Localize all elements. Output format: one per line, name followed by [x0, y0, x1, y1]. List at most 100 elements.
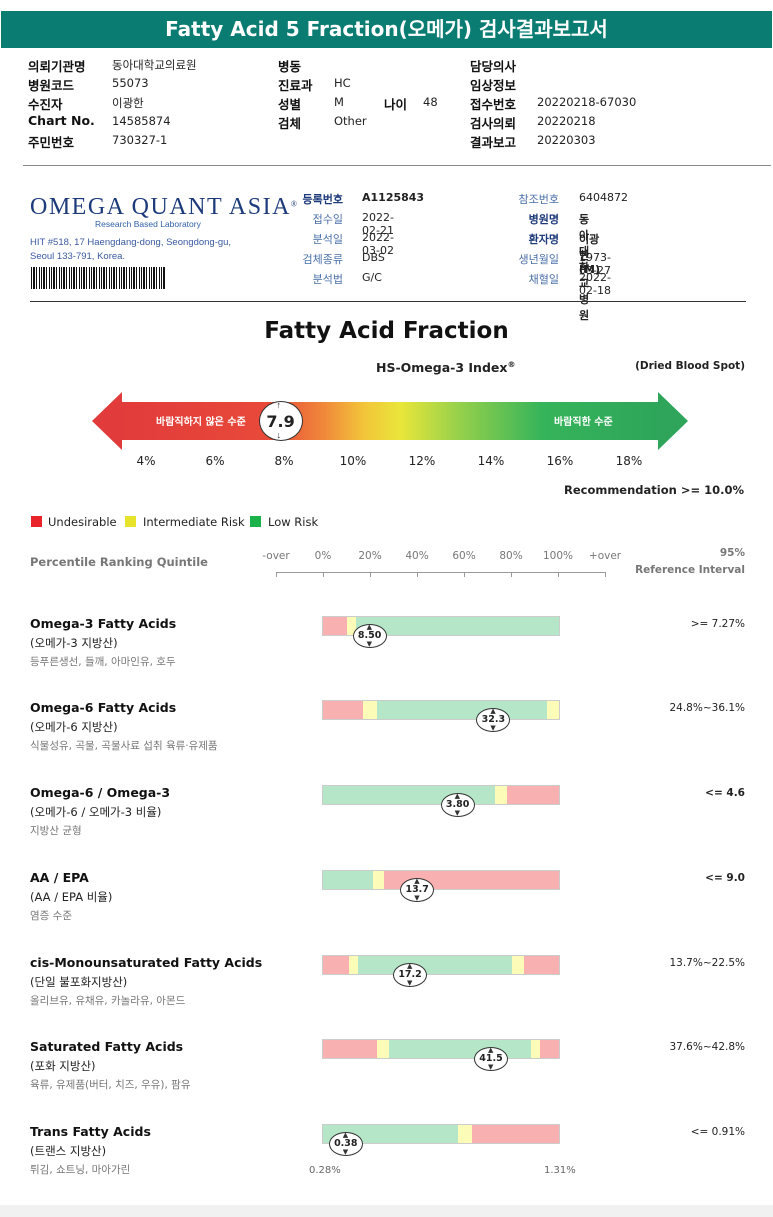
- marker-down-arrow-icon: ▼: [366, 640, 372, 648]
- percentile-tick-mark: [464, 572, 465, 577]
- result-value-marker: 0.38: [328, 1132, 363, 1156]
- marker-down-arrow-icon: ▼: [342, 1148, 349, 1156]
- hs-omega3-title-text: HS-Omega-3 Index: [376, 360, 508, 376]
- trans-min-label: 0.28%: [309, 1165, 341, 1176]
- header-label: 수진자: [28, 97, 63, 112]
- fatty-acid-row: Saturated Fatty Acids (포화 지방산) 육류, 유제품(버터,…: [0, 1039, 773, 1119]
- info-label: 검체종류: [302, 253, 343, 266]
- score-up-arrow-icon: ↑: [276, 400, 282, 410]
- gauge-scale: 4% 6% 8% 10% 12% 14% 16% 18%: [0, 454, 773, 470]
- percentile-bar: [322, 955, 560, 975]
- fatty-acid-sources: 튀김, 쇼트닝, 마아가린: [30, 1164, 131, 1176]
- score-down-arrow-icon: ↓: [276, 430, 282, 440]
- info-label: 접수일: [312, 213, 343, 226]
- header-divider: [23, 165, 771, 166]
- info-value: 1973-03-27: [579, 251, 611, 277]
- header-label: 주민번호: [28, 135, 75, 150]
- percentile-label: Percentile Ranking Quintile: [30, 555, 208, 569]
- result-value-marker: 17.2: [393, 963, 428, 987]
- fatty-acid-row: Omega-6 / Omega-3 (오메가-6 / 오메가-3 비율) 지방산 균…: [0, 785, 773, 865]
- marker-up-arrow-icon: ▲: [366, 623, 372, 631]
- percentile-ticks: -over 0% 20% 40% 60% 80% 100% +over: [0, 550, 773, 580]
- header-value: 20220218: [537, 114, 596, 128]
- percentile-bar: [322, 700, 560, 720]
- info-value: 2022-02-18: [579, 271, 611, 297]
- bar-segment-red: [540, 1040, 559, 1058]
- legend-swatch: [125, 516, 136, 527]
- lab-address-line1: HIT #518, 17 Haengdang-dong, Seongdong-g…: [30, 237, 232, 248]
- fatty-acid-sources: 염증 수준: [30, 910, 72, 922]
- header-value: 20220303: [537, 133, 596, 147]
- header-value: 동아대학교의료원: [112, 58, 197, 72]
- percentile-axis: [276, 572, 606, 577]
- header-value: 730327-1: [112, 133, 168, 147]
- header-label: 담당의사: [470, 59, 517, 74]
- info-label: 생년월일: [518, 253, 559, 266]
- bar-segment-yellow: [363, 701, 378, 719]
- footer-band: [0, 1205, 773, 1217]
- gauge-tick-label: 14%: [477, 454, 505, 468]
- main-title: Fatty Acid Fraction: [264, 318, 509, 344]
- fatty-acid-subname: (오메가-3 지방산): [30, 636, 118, 650]
- bar-segment-yellow: [457, 1125, 472, 1143]
- marker-down-arrow-icon: ▼: [414, 894, 420, 902]
- header-value: 14585874: [112, 114, 171, 128]
- result-value-marker: 13.7: [400, 878, 435, 902]
- header-value: 55073: [112, 76, 149, 90]
- logo-main: OMEGA QUANT ASIA: [30, 194, 291, 220]
- barcode: [31, 267, 166, 289]
- bar-segment-red: [507, 786, 559, 804]
- bar-segment-red: [523, 956, 559, 974]
- marker-up-arrow-icon: ▲: [414, 877, 420, 885]
- fatty-acid-subname: (AA / EPA 비율): [30, 890, 113, 904]
- percentile-tick-label: -over: [262, 550, 290, 562]
- bar-segment-yellow: [377, 1040, 390, 1058]
- bar-segment-yellow: [547, 701, 559, 719]
- fatty-acid-name: AA / EPA: [30, 870, 89, 885]
- ref-label: Reference Interval: [635, 564, 745, 576]
- header-value: HC: [334, 76, 351, 90]
- fatty-acid-row: Omega-3 Fatty Acids (오메가-3 지방산) 등푸른생선, 들깨,…: [0, 616, 773, 696]
- percentile-tick-mark: [323, 572, 324, 577]
- header-label: Chart No.: [28, 113, 95, 128]
- fatty-acid-name: Omega-6 Fatty Acids: [30, 700, 177, 715]
- info-value: 6404872: [579, 191, 628, 204]
- bar-segment-green: [356, 617, 559, 635]
- fatty-acid-subname: (트랜스 지방산): [30, 1144, 107, 1158]
- reference-interval: <= 4.6: [705, 787, 745, 799]
- marker-down-arrow-icon: ▼: [487, 1063, 494, 1071]
- fatty-acid-row: Trans Fatty Acids (트랜스 지방산) 튀김, 쇼트닝, 마아가린 <…: [0, 1124, 773, 1204]
- result-value-marker: 8.50: [352, 624, 387, 648]
- report-title: Fatty Acid 5 Fraction(오메가) 검사결과보고서: [1, 11, 772, 48]
- info-label: 분석법: [312, 273, 343, 286]
- info-label: 채혈일: [528, 273, 559, 286]
- legend-label: Intermediate Risk: [143, 515, 245, 529]
- header-label: 병원코드: [28, 78, 75, 93]
- fatty-acid-sources: 식물성유, 곡물, 곡물사료 섭취 육류·유제품: [30, 740, 218, 752]
- fatty-acid-name: Trans Fatty Acids: [30, 1124, 151, 1139]
- trans-max-label: 1.31%: [544, 1165, 576, 1176]
- header-label: 의뢰기관명: [28, 59, 86, 74]
- marker-up-arrow-icon: ▲: [487, 1046, 494, 1054]
- ref-percent: 95%: [719, 547, 745, 559]
- dbs-note: (Dried Blood Spot): [635, 360, 745, 372]
- header-label: 성별: [278, 97, 302, 112]
- fatty-acid-name: Omega-3 Fatty Acids: [30, 616, 177, 631]
- hs-omega3-title: HS-Omega-3 Index®: [376, 360, 515, 375]
- logo-reg-mark: ®: [290, 199, 299, 209]
- gauge-gradient: [120, 402, 660, 440]
- gauge-tick-label: 8%: [274, 454, 294, 468]
- bar-segment-red: [471, 1125, 559, 1143]
- fatty-acid-row: AA / EPA (AA / EPA 비율) 염증 수준 <= 9.0 13.7 ▲ ▼: [0, 870, 773, 950]
- fatty-acid-subname: (오메가-6 / 오메가-3 비율): [30, 805, 162, 819]
- info-value: 이광한 (M): [579, 233, 601, 276]
- fatty-acid-subname: (포화 지방산): [30, 1059, 96, 1073]
- reference-interval-header: 95% Reference Interval: [635, 545, 745, 579]
- header-label: 진료과: [278, 78, 313, 93]
- bar-segment-green: [389, 1040, 531, 1058]
- bar-segment-green: [377, 701, 548, 719]
- fatty-acid-row: Omega-6 Fatty Acids (오메가-6 지방산) 식물성유, 곡물, …: [0, 700, 773, 780]
- percentile-tick-label: 20%: [358, 550, 382, 562]
- percentile-tick-mark: [511, 572, 512, 577]
- lab-address: HIT #518, 17 Haengdang-dong, Seongdong-g…: [30, 236, 231, 264]
